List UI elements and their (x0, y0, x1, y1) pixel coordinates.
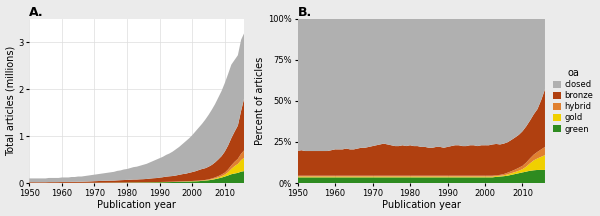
Text: A.: A. (29, 6, 44, 19)
X-axis label: Publication year: Publication year (97, 200, 176, 210)
Y-axis label: Percent of articles: Percent of articles (256, 57, 265, 145)
X-axis label: Publication year: Publication year (382, 200, 461, 210)
Text: B.: B. (298, 6, 312, 19)
Y-axis label: Total articles (millions): Total articles (millions) (5, 46, 16, 156)
Legend: closed, bronze, hybrid, gold, green: closed, bronze, hybrid, gold, green (551, 67, 595, 135)
